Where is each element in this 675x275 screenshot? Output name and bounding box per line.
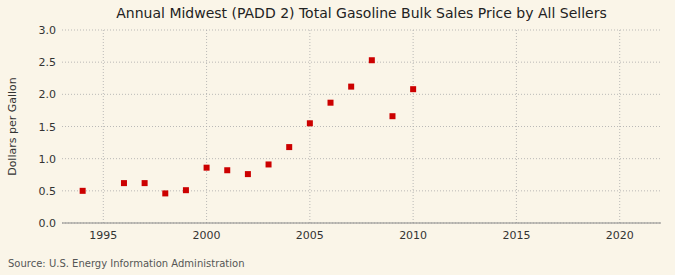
- point: [389, 113, 395, 119]
- y-grid-line: [62, 62, 661, 63]
- x-grid-line: [206, 30, 207, 223]
- point: [183, 187, 189, 193]
- grid: [62, 30, 661, 223]
- point: [328, 100, 334, 106]
- point: [204, 165, 210, 171]
- point: [410, 86, 416, 92]
- source-note: Source: U.S. Energy Information Administ…: [8, 258, 245, 269]
- y-grid-line: [62, 190, 661, 191]
- y-tick-label: 0.5: [39, 185, 57, 198]
- y-tick-label: 2.5: [39, 56, 57, 69]
- x-grid-line: [103, 30, 104, 223]
- y-tick-label: 3.0: [39, 24, 57, 37]
- point: [162, 190, 168, 196]
- point: [121, 180, 127, 186]
- axes: 0.0 0.5 1.0 1.5 2.0 2.5 3.0 1995 2000 2005 2010 201…: [39, 24, 662, 242]
- x-tick-label: 2020: [606, 229, 634, 242]
- y-axis-label: Dollars per Gallon: [6, 77, 19, 176]
- x-tick-label: 2010: [399, 229, 427, 242]
- y-grid-line: [62, 94, 661, 95]
- x-tick-label: 2005: [296, 229, 324, 242]
- x-tick-label: 2015: [502, 229, 530, 242]
- point: [369, 57, 375, 63]
- x-grid-line: [413, 30, 414, 223]
- background: [0, 0, 675, 275]
- y-tick-label: 1.0: [39, 153, 57, 166]
- point: [286, 144, 292, 150]
- y-grid-line: [62, 126, 661, 127]
- chart-container: Annual Midwest (PADD 2) Total Gasoline B…: [0, 0, 675, 275]
- y-tick-label: 1.5: [39, 121, 57, 134]
- x-grid-line: [309, 30, 310, 223]
- y-grid-line: [62, 223, 661, 224]
- point: [307, 120, 313, 126]
- y-grid-line: [62, 30, 661, 31]
- x-grid-line: [516, 30, 517, 223]
- y-grid-line: [62, 158, 661, 159]
- point: [224, 167, 230, 173]
- x-axis-line: [62, 223, 661, 224]
- points: [80, 57, 416, 196]
- point: [142, 180, 148, 186]
- title: Annual Midwest (PADD 2) Total Gasoline B…: [116, 5, 606, 21]
- point: [80, 188, 86, 194]
- point: [348, 84, 354, 90]
- y-tick-label: 2.0: [39, 88, 57, 101]
- x-tick-label: 1995: [89, 229, 117, 242]
- x-tick-label: 2000: [193, 229, 221, 242]
- x-grid-line: [619, 30, 620, 223]
- point: [245, 171, 251, 177]
- point: [266, 161, 272, 167]
- y-tick-label: 0.0: [39, 217, 57, 230]
- chart: Annual Midwest (PADD 2) Total Gasoline B…: [0, 0, 675, 275]
